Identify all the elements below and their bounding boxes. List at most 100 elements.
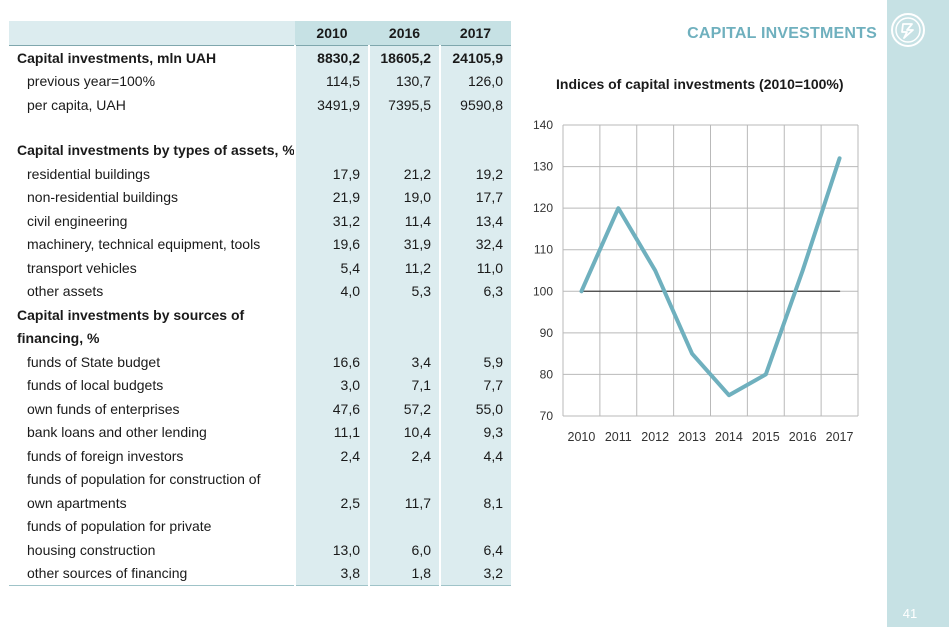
table-row: funds of State budget 16,6 3,4 5,9 (9, 350, 511, 374)
cell-value: 19,6 (294, 232, 369, 256)
table-row: previous year=100% 114,5 130,7 126,0 (9, 69, 511, 93)
cell-value: 5,3 (368, 279, 440, 303)
y-tick-label: 130 (533, 160, 553, 174)
cell-value: 130,7 (368, 69, 440, 93)
series-line-index (579, 156, 842, 398)
cell-value: 57,2 (368, 397, 440, 421)
page-number: 41 (902, 606, 918, 621)
y-tick-label: 140 (533, 118, 553, 132)
cell-value (368, 138, 440, 162)
row-label: machinery, technical equipment, tools (27, 236, 261, 253)
table-row: Capital investments by types of assets, … (9, 138, 511, 162)
row-label: transport vehicles (27, 259, 137, 276)
column-header: 2017 (440, 21, 511, 46)
data-table: 2010 2016 2017 Capital investments, mln … (9, 21, 511, 586)
column-header: 2010 (295, 21, 369, 46)
row-label: financing, % (17, 330, 100, 347)
x-tick-label: 2013 (678, 430, 706, 444)
cell-value: 31,9 (368, 232, 440, 256)
table-row: funds of population for private (9, 514, 511, 538)
table-row: bank loans and other lending 11,1 10,4 9,3 (9, 420, 511, 444)
table-row: funds of local budgets 3,0 7,1 7,7 (9, 373, 511, 397)
cell-value: 24105,9 (439, 45, 511, 70)
table-header-row: 2010 2016 2017 (9, 21, 511, 46)
table-row: other assets 4,0 5,3 6,3 (9, 279, 511, 303)
table-row: per capita, UAH 3491,9 7395,5 9590,8 (9, 93, 511, 117)
row-label: funds of population for construction of (27, 471, 261, 488)
cell-value (294, 138, 369, 162)
cell-value: 47,6 (294, 397, 369, 421)
cell-value (439, 303, 511, 327)
chart-title: Indices of capital investments (2010=100… (556, 76, 844, 92)
row-label: funds of local budgets (27, 377, 164, 394)
cell-value (294, 467, 369, 491)
cell-value: 17,7 (439, 185, 511, 209)
line-chart: 70 80 90 100 110 120 130 140 2010 2011 2012 2013 201… (533, 118, 859, 444)
cell-value: 10,4 (368, 420, 440, 444)
x-tick-label: 2015 (752, 430, 780, 444)
row-label: funds of State budget (27, 353, 161, 370)
table-row: non-residential buildings 21,9 19,0 17,7 (9, 185, 511, 209)
cell-value: 21,9 (294, 185, 369, 209)
cell-value: 11,2 (368, 256, 440, 280)
row-label (9, 117, 295, 139)
row-label: funds of foreign investors (27, 447, 184, 464)
cell-value: 126,0 (439, 69, 511, 93)
cell-value: 8,1 (439, 491, 511, 515)
cell-value (294, 514, 369, 538)
cell-value: 6,0 (368, 538, 440, 562)
x-tick-label: 2010 (568, 430, 596, 444)
cell-value: 3,8 (294, 561, 369, 586)
cell-value: 3,2 (439, 561, 511, 586)
row-label: bank loans and other lending (27, 424, 207, 441)
cell-value: 2,4 (368, 444, 440, 468)
cell-value: 9590,8 (439, 93, 511, 117)
y-tick-label: 110 (534, 243, 553, 257)
x-tick-label: 2016 (789, 430, 817, 444)
cell-value: 4,0 (294, 279, 369, 303)
cell-value: 3,4 (368, 350, 440, 374)
cell-value: 9,3 (439, 420, 511, 444)
cell-value (439, 116, 511, 139)
cell-value: 7,7 (439, 373, 511, 397)
cell-value: 11,7 (368, 491, 440, 515)
cell-value: 4,4 (439, 444, 511, 468)
header-blank (9, 21, 295, 46)
section-title: CAPITAL INVESTMENTS (687, 25, 877, 42)
table-row: housing construction 13,0 6,0 6,4 (9, 538, 511, 562)
table-row: own funds of enterprises 47,6 57,2 55,0 (9, 397, 511, 421)
y-tick-label: 100 (533, 284, 553, 298)
table-row: Capital investments by sources of (9, 303, 511, 327)
table-row: civil engineering 31,2 11,4 13,4 (9, 209, 511, 233)
row-label: funds of population for private (27, 518, 212, 535)
cell-value: 11,4 (368, 209, 440, 233)
cell-value: 11,0 (439, 256, 511, 280)
cell-value: 13,4 (439, 209, 511, 233)
cell-value (368, 467, 440, 491)
x-tick-label: 2012 (641, 430, 669, 444)
row-label: Capital investments by types of assets, … (17, 142, 295, 159)
cell-value: 7395,5 (368, 93, 440, 117)
data-table-container: 2010 2016 2017 Capital investments, mln … (9, 21, 511, 586)
table-row: financing, % (9, 326, 511, 350)
cell-value (439, 138, 511, 162)
logo-icon (891, 13, 925, 47)
row-label: civil engineering (27, 212, 128, 229)
cell-value: 55,0 (439, 397, 511, 421)
table-row: Capital investments, mln UAH 8830,2 18605,… (9, 45, 511, 70)
x-tick-label: 2017 (826, 430, 854, 444)
cell-value (368, 116, 440, 139)
cell-value: 21,2 (368, 162, 440, 186)
x-tick-label: 2011 (605, 430, 632, 444)
row-label: other sources of financing (9, 561, 295, 586)
cell-value: 18605,2 (368, 45, 440, 70)
table-row: funds of population for construction of (9, 467, 511, 491)
row-label: non-residential buildings (27, 189, 178, 206)
y-tick-label: 80 (540, 367, 554, 381)
cell-value: 6,4 (439, 538, 511, 562)
y-tick-label: 70 (540, 409, 554, 423)
cell-value (439, 326, 511, 350)
cell-value: 19,2 (439, 162, 511, 186)
row-label: other assets (27, 283, 104, 300)
cell-value: 5,4 (294, 256, 369, 280)
